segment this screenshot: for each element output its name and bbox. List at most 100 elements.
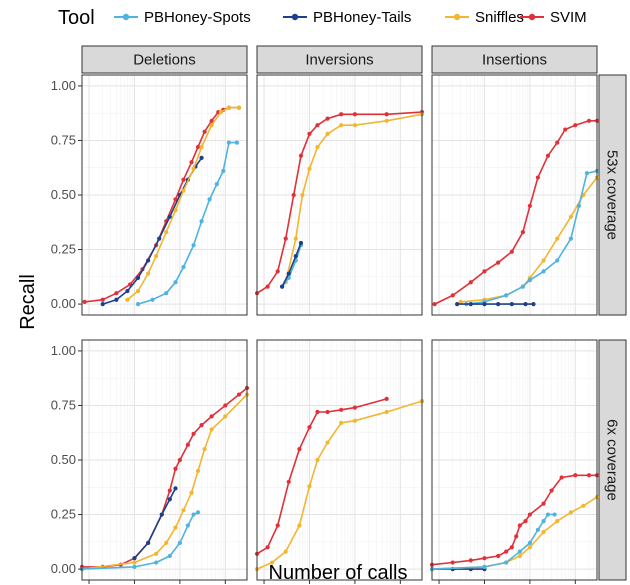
strip-insertions: Insertions: [431, 45, 598, 74]
data-point: [541, 258, 546, 263]
data-point: [173, 466, 178, 471]
data-point: [114, 297, 119, 302]
data-point: [150, 297, 155, 302]
y-tick-label: 1.00: [51, 343, 76, 358]
strip-inversions: Inversions: [256, 45, 423, 74]
data-point: [202, 129, 207, 134]
series-svim: [429, 473, 600, 567]
series-line: [82, 387, 248, 568]
data-point: [298, 153, 304, 158]
data-point: [555, 140, 560, 145]
y-tick-label: 0.25: [51, 242, 76, 257]
legend: Tool PBHoney-Spots PBHoney-Tails Sniffles S…: [58, 7, 587, 29]
data-point: [100, 301, 105, 307]
data-point: [297, 446, 302, 452]
legend-swatch-point: [291, 13, 299, 21]
data-point: [226, 105, 232, 110]
data-point: [300, 192, 305, 198]
data-point: [189, 490, 194, 495]
series-sniffles: [283, 112, 425, 285]
data-point: [450, 293, 455, 298]
data-point: [520, 229, 525, 235]
data-point: [325, 440, 330, 445]
data-point: [468, 280, 473, 285]
data-point: [520, 284, 525, 289]
data-point: [315, 144, 320, 150]
data-point: [185, 523, 190, 528]
data-point: [146, 271, 151, 276]
data-point: [125, 297, 130, 302]
series-pbhoney-spots: [429, 512, 557, 572]
data-point: [100, 297, 105, 302]
data-point: [482, 556, 487, 561]
series-pbhoney-tails: [455, 301, 536, 307]
strip-6x-coverage: 6x coverage: [598, 339, 627, 581]
data-point: [209, 123, 214, 128]
data-point: [223, 414, 228, 419]
data-point: [352, 405, 357, 410]
legend-label: PBHoney-Tails: [313, 9, 411, 26]
data-point: [132, 560, 137, 565]
data-point: [552, 512, 557, 517]
legend-label: SVIM: [550, 9, 587, 26]
data-point: [496, 553, 501, 559]
data-point: [307, 484, 312, 489]
data-point: [226, 140, 232, 145]
data-point: [541, 529, 546, 535]
data-point: [352, 123, 357, 128]
data-point: [384, 112, 389, 117]
data-point: [265, 284, 270, 289]
data-point: [191, 431, 196, 436]
data-point: [293, 236, 298, 241]
facet-strips: Deletions Inversions Insertions 53x coverag…: [81, 45, 627, 581]
data-point: [135, 288, 141, 294]
y-axis-title: Recall: [17, 274, 39, 330]
data-point: [568, 236, 574, 241]
data-point: [581, 503, 586, 508]
data-point: [559, 475, 564, 480]
data-point: [146, 258, 151, 263]
data-point: [265, 545, 270, 550]
data-point: [173, 208, 178, 213]
data-point: [482, 301, 487, 307]
data-point: [517, 549, 522, 554]
data-point: [384, 396, 389, 402]
data-point: [523, 518, 528, 524]
panel-deletions-6x-coverage: [79, 339, 250, 581]
data-point: [468, 558, 473, 563]
data-point: [135, 275, 141, 281]
data-point: [541, 269, 546, 274]
data-point: [352, 112, 357, 117]
series-line: [281, 242, 302, 287]
data-point: [146, 540, 151, 546]
panel-deletions-53x-coverage: [81, 74, 248, 316]
y-tick-label: 0.25: [51, 507, 76, 522]
data-point: [164, 229, 169, 235]
data-point: [307, 131, 312, 137]
panel-border: [431, 339, 598, 581]
data-point: [509, 249, 514, 254]
data-point: [325, 131, 330, 137]
strip-deletions: Deletions: [81, 45, 248, 74]
series-line: [284, 113, 423, 283]
data-point: [189, 160, 194, 165]
legend-entry-svim: SVIM: [520, 9, 587, 26]
legend-label: PBHoney-Spots: [144, 9, 251, 26]
data-point: [455, 301, 460, 307]
data-point: [199, 219, 204, 224]
data-point: [586, 118, 592, 123]
data-point: [573, 123, 578, 128]
data-point: [514, 534, 519, 539]
legend-swatch-point: [122, 13, 130, 21]
data-point: [207, 197, 212, 202]
data-point: [82, 299, 87, 305]
data-point: [157, 236, 162, 241]
data-point: [527, 277, 532, 283]
legend-swatch-point: [528, 13, 536, 21]
data-point: [584, 171, 590, 176]
series-sniffles: [254, 398, 425, 572]
series-line: [281, 244, 302, 288]
data-point: [496, 260, 501, 265]
data-point: [132, 564, 137, 570]
